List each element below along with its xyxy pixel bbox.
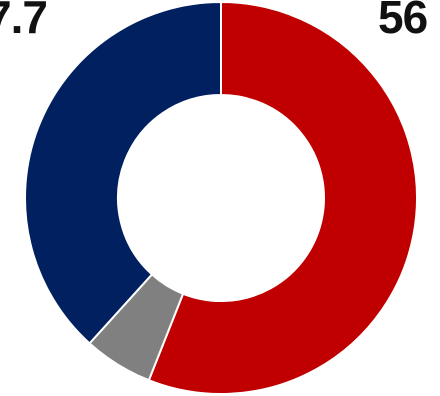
donut-slices	[24, 0, 418, 395]
blue-slice	[24, 0, 222, 345]
red-slice	[147, 0, 418, 395]
blue-slice-data-label: 7.7	[0, 0, 48, 43]
red-slice-data-label: 56	[378, 0, 428, 43]
